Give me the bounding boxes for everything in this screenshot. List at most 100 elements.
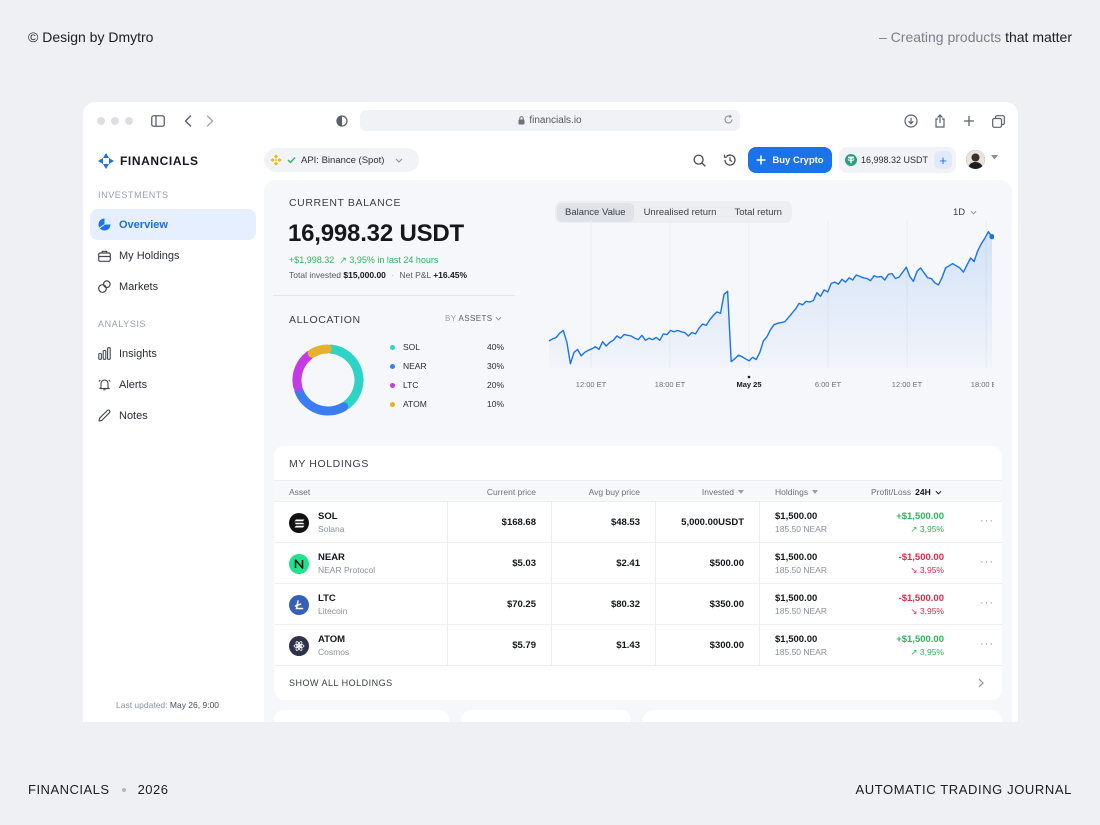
chart-metric-tabs: Balance Value Unrealised return Total re… — [555, 201, 792, 223]
share-icon[interactable] — [931, 112, 949, 130]
add-funds-button[interactable]: + — [934, 151, 952, 169]
sidebar-item-notes[interactable]: Notes — [90, 400, 256, 431]
donut-slice-atom[interactable] — [307, 344, 332, 358]
column-divider — [447, 584, 448, 625]
time-range-value: 1D — [953, 207, 966, 218]
reload-icon[interactable] — [723, 114, 734, 125]
dashboard-main: CURRENT BALANCE 16,998.32 USDT +$1,998.3… — [264, 180, 1012, 722]
avg-buy-price: $48.53 — [610, 517, 640, 528]
sidebar-toggle-icon[interactable] — [149, 112, 167, 130]
column-divider — [551, 584, 552, 625]
donut-slice-sol[interactable] — [326, 344, 364, 410]
tab-total-return[interactable]: Total return — [734, 206, 782, 218]
chevron-down-icon — [396, 158, 403, 163]
privacy-shield-icon[interactable] — [333, 112, 351, 130]
holdings-amount: 185.50 NEAR — [775, 524, 827, 534]
lock-icon — [518, 116, 525, 125]
column-divider — [655, 502, 656, 543]
column-divider — [655, 584, 656, 625]
current-balance-label: CURRENT BALANCE — [289, 197, 402, 209]
table-row[interactable]: SOL Solana $168.68 $48.53 5,000.00USDT $… — [274, 502, 1002, 543]
tagline-strong: that matter — [1005, 29, 1072, 45]
maximize-window-button[interactable] — [125, 117, 133, 125]
col-avg-buy-price[interactable]: Avg buy price — [588, 487, 640, 497]
asset-name: Cosmos — [318, 647, 350, 657]
allocation-row-atom: ATOM 10% — [390, 398, 504, 410]
time-range-select[interactable]: 1D — [953, 207, 977, 218]
profit-loss-pct: ↘ 3,95% — [910, 606, 944, 616]
allocation-row-ltc: LTC 20% — [390, 379, 504, 391]
buy-crypto-button[interactable]: Buy Crypto — [748, 147, 832, 173]
chart-last-point[interactable] — [989, 234, 994, 240]
table-row[interactable]: ATOM Cosmos $5.79 $1.43 $300.00 $1,500.0… — [274, 625, 1002, 666]
download-icon[interactable] — [902, 112, 920, 130]
allocation-row-sol: SOL 40% — [390, 341, 504, 353]
col-pl-label: Profit/Loss — [871, 487, 912, 497]
table-row[interactable]: NEAR NEAR Protocol $5.03 $2.41 $500.00 $… — [274, 543, 1002, 584]
sidebar-item-overview[interactable]: Overview — [90, 209, 256, 240]
last-updated: Last updated: May 26, 9:00 — [116, 700, 219, 710]
sidebar-item-label: Notes — [119, 409, 148, 422]
show-all-holdings-link[interactable]: SHOW ALL HOLDINGS — [289, 678, 393, 688]
sidebar-item-my-holdings[interactable]: My Holdings — [90, 240, 256, 271]
app-logo[interactable]: FINANCIALS — [98, 153, 199, 169]
row-more-menu[interactable]: ··· — [980, 515, 994, 527]
tether-icon — [845, 154, 857, 166]
sidebar-item-insights[interactable]: Insights — [90, 338, 256, 369]
allocation-asset: SOL — [403, 342, 421, 352]
new-tab-icon[interactable] — [960, 112, 978, 130]
chevron-right-icon[interactable] — [978, 678, 984, 688]
allocation-grouping-select[interactable]: BY ASSETS — [445, 314, 502, 323]
forward-icon[interactable] — [201, 112, 219, 130]
sidebar-item-alerts[interactable]: Alerts — [90, 369, 256, 400]
column-divider — [759, 584, 760, 625]
wallet-balance[interactable]: 16,998.32 USDT + — [839, 147, 956, 173]
holdings-value: $1,500.00 — [775, 552, 818, 563]
row-more-menu[interactable]: ··· — [980, 638, 994, 650]
net-pnl-value: +16.45% — [433, 270, 468, 280]
chevron-down-icon — [495, 316, 502, 321]
col-invested[interactable]: Invested — [702, 487, 744, 497]
donut-slice-ltc[interactable] — [292, 350, 314, 392]
row-more-menu[interactable]: ··· — [980, 597, 994, 609]
chart-line-series — [548, 231, 993, 365]
holdings-amount: 185.50 NEAR — [775, 565, 827, 575]
history-icon[interactable] — [720, 150, 740, 170]
user-avatar-icon — [966, 150, 985, 169]
avatar[interactable] — [966, 150, 985, 169]
current-price: $5.79 — [512, 640, 536, 651]
column-divider — [655, 625, 656, 666]
logo-text: FINANCIALS — [120, 154, 199, 168]
tab-balance-value[interactable]: Balance Value — [557, 202, 634, 222]
holdings-card: MY HOLDINGS Asset Current price Avg buy … — [274, 446, 1002, 700]
allocation-asset: NEAR — [403, 361, 427, 371]
profit-loss: +$1,500.00 — [896, 634, 944, 645]
allocation-row-near: NEAR 30% — [390, 360, 504, 372]
row-more-menu[interactable]: ··· — [980, 556, 994, 568]
col-invested-label: Invested — [701, 487, 734, 497]
x-tick-label: 6:00 ET — [815, 380, 842, 389]
col-profit-loss[interactable]: Profit/Loss 24H — [871, 487, 942, 497]
column-divider — [447, 543, 448, 584]
allocation-pct: 40% — [486, 342, 504, 352]
caret-down-icon[interactable] — [991, 155, 998, 160]
col-asset[interactable]: Asset — [289, 487, 311, 497]
minimize-window-button[interactable] — [111, 117, 119, 125]
plus-icon — [756, 155, 766, 165]
allocation-label: ALLOCATION — [289, 314, 361, 326]
address-bar[interactable]: financials.io — [360, 110, 740, 131]
col-current-price[interactable]: Current price — [486, 487, 536, 497]
tabs-overview-icon[interactable] — [989, 112, 1007, 130]
sidebar-item-label: Alerts — [119, 378, 148, 391]
donut-slice-near[interactable] — [294, 385, 349, 416]
tab-unrealised-return[interactable]: Unrealised return — [643, 206, 717, 218]
search-icon[interactable] — [689, 150, 709, 170]
sidebar-item-markets[interactable]: Markets — [90, 271, 256, 302]
table-row[interactable]: LTC Litecoin $70.25 $80.32 $350.00 $1,50… — [274, 584, 1002, 625]
net-pnl-label: Net P&L — [399, 270, 431, 280]
avg-buy-price: $80.32 — [610, 599, 640, 610]
api-selector[interactable]: API: Binance (Spot) — [264, 148, 419, 172]
close-window-button[interactable] — [97, 117, 105, 125]
col-holdings[interactable]: Holdings — [775, 487, 819, 497]
back-icon[interactable] — [179, 112, 197, 130]
